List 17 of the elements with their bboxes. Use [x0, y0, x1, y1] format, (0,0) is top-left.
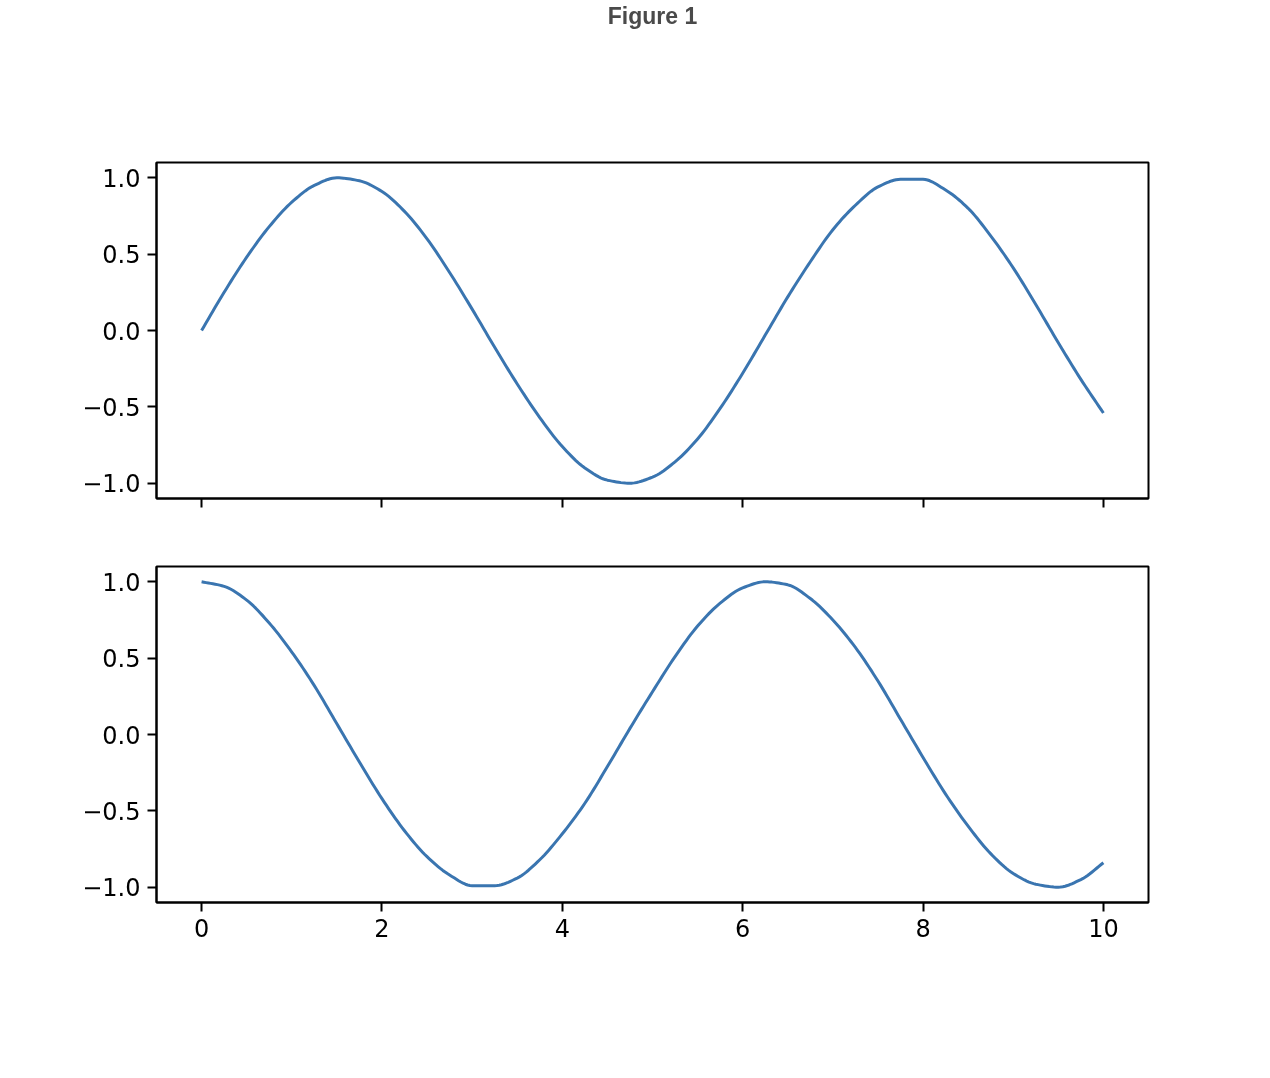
y-tick-label: −0.5 [82, 797, 141, 826]
x-tick-label: 6 [735, 914, 751, 943]
y-tick-label: −1.0 [82, 470, 141, 499]
x-tick-label: 8 [915, 914, 931, 943]
y-tick-label: 1.0 [102, 164, 141, 193]
y-tick-label: 1.0 [102, 568, 141, 597]
x-tick-label: 0 [193, 914, 210, 943]
y-tick-label: 0.0 [102, 721, 141, 750]
x-tick-label: 10 [1088, 914, 1119, 943]
chart-title: Figure 1 [607, 2, 698, 29]
y-tick-label: 0.5 [102, 645, 141, 674]
y-tick-label: 0.0 [102, 317, 141, 346]
y-tick-label: −1.0 [82, 874, 141, 903]
y-tick-label: −0.5 [82, 393, 141, 422]
x-tick-label: 4 [554, 914, 570, 943]
x-tick-label: 2 [374, 914, 390, 943]
y-tick-label: 0.5 [102, 241, 141, 270]
